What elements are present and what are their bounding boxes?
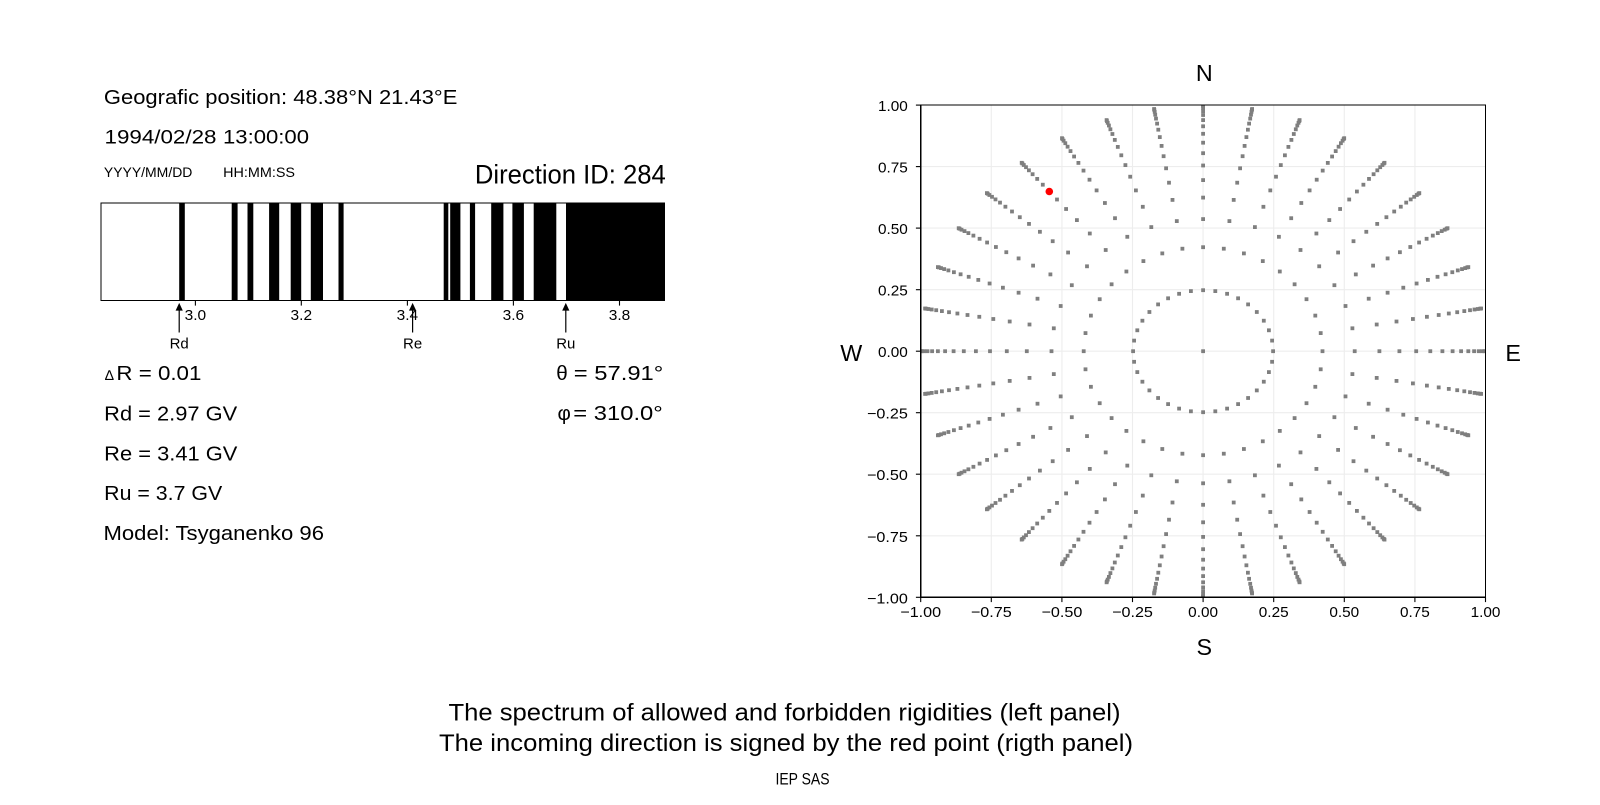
svg-text:Ru: Ru: [556, 336, 575, 353]
svg-text:1.00: 1.00: [1471, 605, 1501, 621]
svg-text:E: E: [1505, 340, 1521, 366]
svg-text:IEP SAS: IEP SAS: [776, 771, 830, 789]
svg-text:3.0: 3.0: [185, 308, 207, 324]
svg-text:φ: φ: [558, 402, 571, 425]
svg-text:Geografic position: 48.38°N 21: Geografic position: 48.38°N 21.43°E: [104, 86, 457, 109]
svg-text:0.50: 0.50: [1329, 605, 1359, 621]
svg-text:0.50: 0.50: [878, 222, 908, 238]
svg-text:−0.25: −0.25: [1112, 605, 1153, 621]
svg-text:−1.00: −1.00: [867, 591, 908, 607]
svg-text:YYYY/MM/DD: YYYY/MM/DD: [104, 165, 192, 181]
svg-text:Rd = 2.97 GV: Rd = 2.97 GV: [104, 402, 237, 425]
svg-text:0.75: 0.75: [878, 161, 908, 177]
svg-text:Model: Tsyganenko 96: Model: Tsyganenko 96: [104, 522, 325, 545]
svg-text:The incoming direction is sign: The incoming direction is signed by the …: [439, 730, 1133, 757]
svg-text:−0.50: −0.50: [867, 468, 908, 484]
svg-text:0.00: 0.00: [878, 345, 908, 361]
svg-text:∆R = 0.01: ∆ R = 0.01: [105, 362, 201, 385]
svg-text:W: W: [840, 340, 862, 366]
svg-text:N: N: [1196, 60, 1213, 86]
svg-text:1994/02/28: 1994/02/28: [105, 127, 217, 149]
svg-text:−0.25: −0.25: [867, 407, 908, 423]
svg-text:0.75: 0.75: [1400, 605, 1430, 621]
svg-text:Rd: Rd: [170, 336, 189, 353]
svg-text:−0.50: −0.50: [1042, 605, 1083, 621]
svg-text:−0.75: −0.75: [971, 605, 1012, 621]
svg-text:θ: θ: [556, 362, 567, 385]
svg-text:Re: Re: [403, 336, 422, 353]
svg-text:S: S: [1197, 634, 1213, 660]
svg-text:3.2: 3.2: [291, 308, 313, 324]
svg-text:HH:MM:SS: HH:MM:SS: [223, 165, 295, 181]
svg-text:0.25: 0.25: [1259, 605, 1289, 621]
svg-text:Ru = 3.7 GV: Ru = 3.7 GV: [104, 482, 222, 505]
svg-text:The spectrum of allowed and fo: The spectrum of allowed and forbidden ri…: [449, 700, 1121, 727]
svg-text:Direction ID: 284: Direction ID: 284: [475, 159, 666, 189]
svg-text:−1.00: −1.00: [900, 605, 941, 621]
svg-text:3.6: 3.6: [503, 308, 525, 324]
svg-text:13:00:00: 13:00:00: [223, 127, 309, 149]
svg-text:0.25: 0.25: [878, 284, 908, 300]
svg-text:3.8: 3.8: [609, 308, 631, 324]
svg-text:0.00: 0.00: [1188, 605, 1218, 621]
svg-text:Re = 3.41 GV: Re = 3.41 GV: [104, 442, 237, 465]
svg-text:1.00: 1.00: [878, 99, 908, 115]
svg-text:= 57.91°: = 57.91°: [574, 362, 664, 385]
svg-text:−0.75: −0.75: [867, 530, 908, 546]
svg-text:= 310.0°: = 310.0°: [573, 402, 663, 425]
